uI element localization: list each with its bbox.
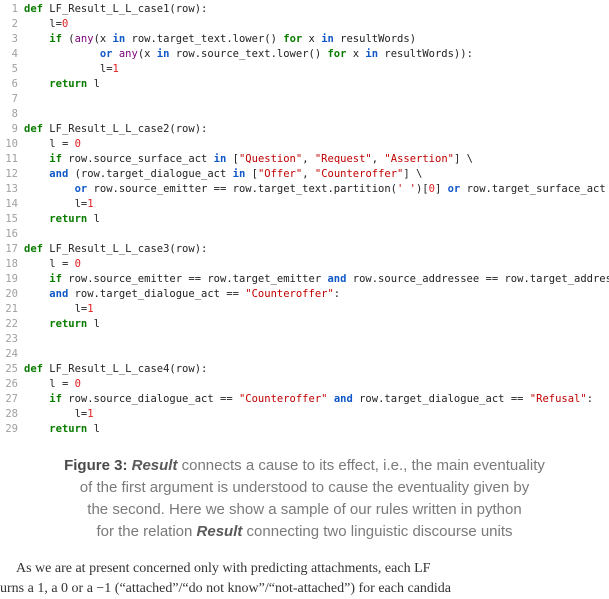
line-number: 18 [0,257,24,272]
code-source: l = 0 [24,137,609,152]
line-number: 25 [0,362,24,377]
code-source: l=0 [24,17,609,32]
code-source: and (row.target_dialogue_act in ["Offer"… [24,167,609,182]
code-source: l=1 [24,197,609,212]
code-source: if row.source_emitter == row.target_emit… [24,272,609,287]
code-source: if row.source_dialogue_act == "Counterof… [24,392,609,407]
code-line: 28 l=1 [0,407,609,422]
line-number: 24 [0,347,24,362]
line-number: 9 [0,122,24,137]
code-line: 17def LF_Result_L_L_case3(row): [0,242,609,257]
line-number: 22 [0,317,24,332]
code-source [24,92,609,107]
caption-line-1a: connects a cause to its effect, i.e., th… [177,457,544,474]
line-number: 1 [0,2,24,17]
body-line-2: urns a 1, a 0 or a −1 (“attached”/“do no… [0,581,451,596]
code-line: 2 l=0 [0,17,609,32]
code-source: return l [24,422,609,437]
code-source: def LF_Result_L_L_case1(row): [24,2,609,17]
code-line: 14 l=1 [0,197,609,212]
figure-caption: Figure 3: Result connects a cause to its… [0,441,609,553]
code-source: if row.source_surface_act in ["Question"… [24,152,609,167]
body-paragraph: As we are at present concerned only with… [0,553,609,599]
code-source: or row.source_emitter == row.target_text… [24,182,609,197]
line-number: 27 [0,392,24,407]
caption-line-3: the second. Here we show a sample of our… [87,501,521,518]
code-line: 12 and (row.target_dialogue_act in ["Off… [0,167,609,182]
caption-term-1: Result [132,457,178,474]
code-line: 29 return l [0,422,609,437]
code-source [24,107,609,122]
line-number: 11 [0,152,24,167]
line-number: 29 [0,422,24,437]
code-line: 15 return l [0,212,609,227]
line-number: 19 [0,272,24,287]
body-line-1: As we are at present concerned only with… [16,561,430,576]
code-source: return l [24,212,609,227]
code-source: return l [24,317,609,332]
line-number: 17 [0,242,24,257]
code-source: or any(x in row.source_text.lower() for … [24,47,609,62]
code-line: 23 [0,332,609,347]
line-number: 13 [0,182,24,197]
line-number: 14 [0,197,24,212]
line-number: 3 [0,32,24,47]
code-line: 26 l = 0 [0,377,609,392]
code-line: 6 return l [0,77,609,92]
code-source: l = 0 [24,257,609,272]
code-source: return l [24,77,609,92]
code-line: 27 if row.source_dialogue_act == "Counte… [0,392,609,407]
line-number: 4 [0,47,24,62]
code-source: and row.target_dialogue_act == "Countero… [24,287,609,302]
code-source: def LF_Result_L_L_case2(row): [24,122,609,137]
caption-lead: Figure 3: [64,457,127,474]
line-number: 15 [0,212,24,227]
code-line: 1def LF_Result_L_L_case1(row): [0,2,609,17]
line-number: 26 [0,377,24,392]
code-line: 8 [0,107,609,122]
code-line: 7 [0,92,609,107]
code-source [24,227,609,242]
code-line: 18 l = 0 [0,257,609,272]
line-number: 21 [0,302,24,317]
code-line: 4 or any(x in row.source_text.lower() fo… [0,47,609,62]
line-number: 8 [0,107,24,122]
line-number: 20 [0,287,24,302]
code-line: 9def LF_Result_L_L_case2(row): [0,122,609,137]
code-listing: 1def LF_Result_L_L_case1(row):2 l=03 if … [0,0,609,441]
line-number: 10 [0,137,24,152]
code-line: 13 or row.source_emitter == row.target_t… [0,182,609,197]
caption-line-2: of the first argument is understood to c… [80,479,529,496]
line-number: 6 [0,77,24,92]
code-line: 25def LF_Result_L_L_case4(row): [0,362,609,377]
code-line: 10 l = 0 [0,137,609,152]
code-line: 22 return l [0,317,609,332]
code-line: 19 if row.source_emitter == row.target_e… [0,272,609,287]
code-line: 5 l=1 [0,62,609,77]
line-number: 5 [0,62,24,77]
code-source: l=1 [24,62,609,77]
code-line: 16 [0,227,609,242]
code-line: 21 l=1 [0,302,609,317]
line-number: 7 [0,92,24,107]
code-source: l=1 [24,407,609,422]
code-source: def LF_Result_L_L_case3(row): [24,242,609,257]
code-line: 11 if row.source_surface_act in ["Questi… [0,152,609,167]
line-number: 23 [0,332,24,347]
line-number: 12 [0,167,24,182]
code-line: 24 [0,347,609,362]
code-source [24,347,609,362]
code-source: def LF_Result_L_L_case4(row): [24,362,609,377]
code-source: l = 0 [24,377,609,392]
code-line: 20 and row.target_dialogue_act == "Count… [0,287,609,302]
code-source: if (any(x in row.target_text.lower() for… [24,32,609,47]
line-number: 16 [0,227,24,242]
line-number: 2 [0,17,24,32]
line-number: 28 [0,407,24,422]
code-line: 3 if (any(x in row.target_text.lower() f… [0,32,609,47]
code-source: l=1 [24,302,609,317]
code-source [24,332,609,347]
